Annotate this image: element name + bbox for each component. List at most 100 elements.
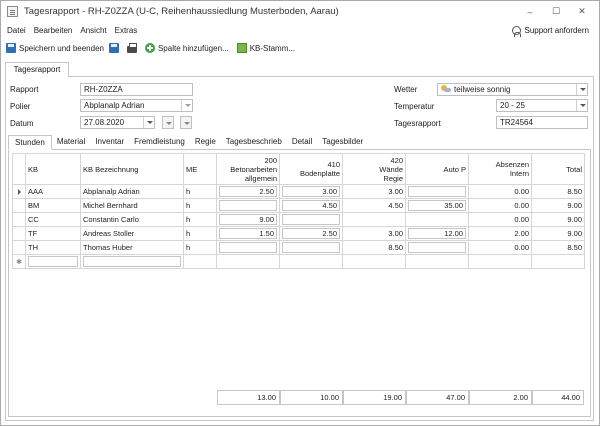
datum-field[interactable]: 27.08.2020 (80, 116, 155, 129)
cell-auto-p[interactable]: 35.00 (405, 198, 469, 213)
cell-auto-p[interactable]: 12.00 (405, 226, 469, 241)
minimize-button[interactable]: – (527, 6, 533, 17)
cell-auto-p[interactable] (405, 212, 469, 227)
new-cell-me[interactable] (183, 254, 217, 269)
cell-absenzen[interactable]: 2.00 (468, 226, 532, 241)
menu-datei[interactable]: Datei (7, 25, 26, 35)
cell-410-input[interactable]: 4.50 (282, 200, 340, 211)
new-cell-name[interactable] (80, 254, 184, 269)
new-cell-420[interactable] (342, 254, 406, 269)
cell-name[interactable]: Andreas Stoller (80, 226, 184, 241)
cell-me[interactable]: h (183, 226, 217, 241)
close-button[interactable]: ✕ (578, 6, 586, 16)
cell-me[interactable]: h (183, 198, 217, 213)
save-close-button[interactable]: Speichern und beenden (6, 43, 104, 53)
tab-tagesrapport[interactable]: Tagesrapport (5, 62, 69, 77)
cell-200-input[interactable] (219, 242, 277, 253)
col-header-total[interactable]: Total (531, 153, 585, 185)
col-header-200[interactable]: 200 Betonarbeiten allgemein (216, 153, 280, 185)
new-cell-200[interactable] (216, 254, 280, 269)
new-row[interactable]: ✱ (12, 254, 585, 269)
table-row[interactable]: AAA Abplanalp Adrian h 2.50 3.00 3.00 0.… (12, 184, 585, 199)
menu-extras[interactable]: Extras (114, 25, 138, 35)
cell-kb[interactable]: TH (25, 240, 81, 255)
support-button[interactable]: Support anfordern (511, 23, 589, 37)
temperatur-select[interactable]: 20 - 25 (496, 99, 588, 112)
new-kb-input[interactable] (28, 256, 78, 267)
table-row[interactable]: CC Constantin Carlo h 9.00 0.00 9.00 (12, 212, 585, 227)
cell-410[interactable] (279, 212, 343, 227)
cell-name[interactable]: Thomas Huber (80, 240, 184, 255)
new-cell-kb[interactable] (25, 254, 81, 269)
cell-name[interactable]: Constantin Carlo (80, 212, 184, 227)
kb-stamm-button[interactable]: KB-Stamm... (236, 43, 295, 53)
cell-200-input[interactable]: 1.50 (219, 228, 277, 239)
cell-name[interactable]: Abplanalp Adrian (80, 184, 184, 199)
polier-select[interactable]: Abplanalp Adrian (80, 99, 193, 112)
tagesrapport-field[interactable]: TR24564 (496, 116, 588, 129)
cell-me[interactable]: h (183, 240, 217, 255)
cell-200[interactable] (216, 198, 280, 213)
new-cell-410[interactable] (279, 254, 343, 269)
cell-200-input[interactable]: 2.50 (219, 186, 277, 197)
tab-stunden[interactable]: Stunden (8, 135, 52, 150)
date-next-button[interactable] (180, 116, 192, 129)
new-cell-absenzen[interactable] (468, 254, 532, 269)
cell-410-input[interactable] (282, 214, 340, 225)
tab-fremdleistung[interactable]: Fremdleistung (134, 137, 185, 146)
cell-auto-p-input[interactable] (408, 242, 466, 253)
cell-410[interactable]: 2.50 (279, 226, 343, 241)
cell-420[interactable]: 3.00 (342, 226, 406, 241)
cell-auto-p-input[interactable] (408, 186, 466, 197)
cell-420[interactable] (342, 212, 406, 227)
new-name-input[interactable] (83, 256, 181, 267)
cell-410-input[interactable]: 2.50 (282, 228, 340, 239)
cell-name[interactable]: Michel Bernhard (80, 198, 184, 213)
cell-absenzen[interactable]: 0.00 (468, 198, 532, 213)
cell-auto-p[interactable] (405, 184, 469, 199)
tab-inventar[interactable]: Inventar (95, 137, 125, 146)
col-header-420[interactable]: 420 Wände Regie (342, 153, 406, 185)
cell-420[interactable]: 8.50 (342, 240, 406, 255)
new-cell-auto-p[interactable] (405, 254, 469, 269)
print-button[interactable] (126, 42, 140, 53)
cell-410[interactable] (279, 240, 343, 255)
col-header-kb-bezeichnung[interactable]: KB Bezeichnung (80, 153, 184, 185)
cell-absenzen[interactable]: 0.00 (468, 240, 532, 255)
menu-bearbeiten[interactable]: Bearbeiten (33, 25, 73, 35)
cell-410[interactable]: 3.00 (279, 184, 343, 199)
cell-absenzen[interactable]: 0.00 (468, 212, 532, 227)
tab-regie[interactable]: Regie (194, 137, 216, 146)
cell-kb[interactable]: BM (25, 198, 81, 213)
cell-200[interactable]: 2.50 (216, 184, 280, 199)
cell-kb[interactable]: AAA (25, 184, 81, 199)
cell-200[interactable]: 1.50 (216, 226, 280, 241)
col-header-absenzen[interactable]: Absenzen Intern (468, 153, 532, 185)
cell-200-input[interactable] (219, 200, 277, 211)
tab-material[interactable]: Material (56, 137, 86, 146)
col-header-me[interactable]: ME (183, 153, 217, 185)
cell-420[interactable]: 4.50 (342, 198, 406, 213)
tab-tagesbilder[interactable]: Tagesbilder (322, 137, 364, 146)
cell-kb[interactable]: TF (25, 226, 81, 241)
tab-detail[interactable]: Detail (291, 137, 313, 146)
cell-420[interactable]: 3.00 (342, 184, 406, 199)
wetter-select[interactable]: teilweise sonnig (437, 83, 588, 96)
cell-200-input[interactable]: 9.00 (219, 214, 277, 225)
menu-ansicht[interactable]: Ansicht (80, 25, 107, 35)
table-row[interactable]: TF Andreas Stoller h 1.50 2.50 3.00 12.0… (12, 226, 585, 241)
cell-410[interactable]: 4.50 (279, 198, 343, 213)
cell-auto-p[interactable] (405, 240, 469, 255)
save-button[interactable] (108, 43, 122, 53)
rapport-field[interactable]: RH-Z0ZZA (80, 83, 193, 96)
cell-auto-p-input[interactable]: 35.00 (408, 200, 466, 211)
col-header-410[interactable]: 410 Bodenplatte (279, 153, 343, 185)
cell-auto-p-input[interactable]: 12.00 (408, 228, 466, 239)
cell-me[interactable]: h (183, 184, 217, 199)
add-column-button[interactable]: Spalte hinzufügen... (144, 43, 229, 53)
cell-410-input[interactable]: 3.00 (282, 186, 340, 197)
cell-410-input[interactable] (282, 242, 340, 253)
col-header-kb[interactable]: KB (25, 153, 81, 185)
cell-kb[interactable]: CC (25, 212, 81, 227)
table-row[interactable]: TH Thomas Huber h 8.50 0.00 8.50 (12, 240, 585, 255)
